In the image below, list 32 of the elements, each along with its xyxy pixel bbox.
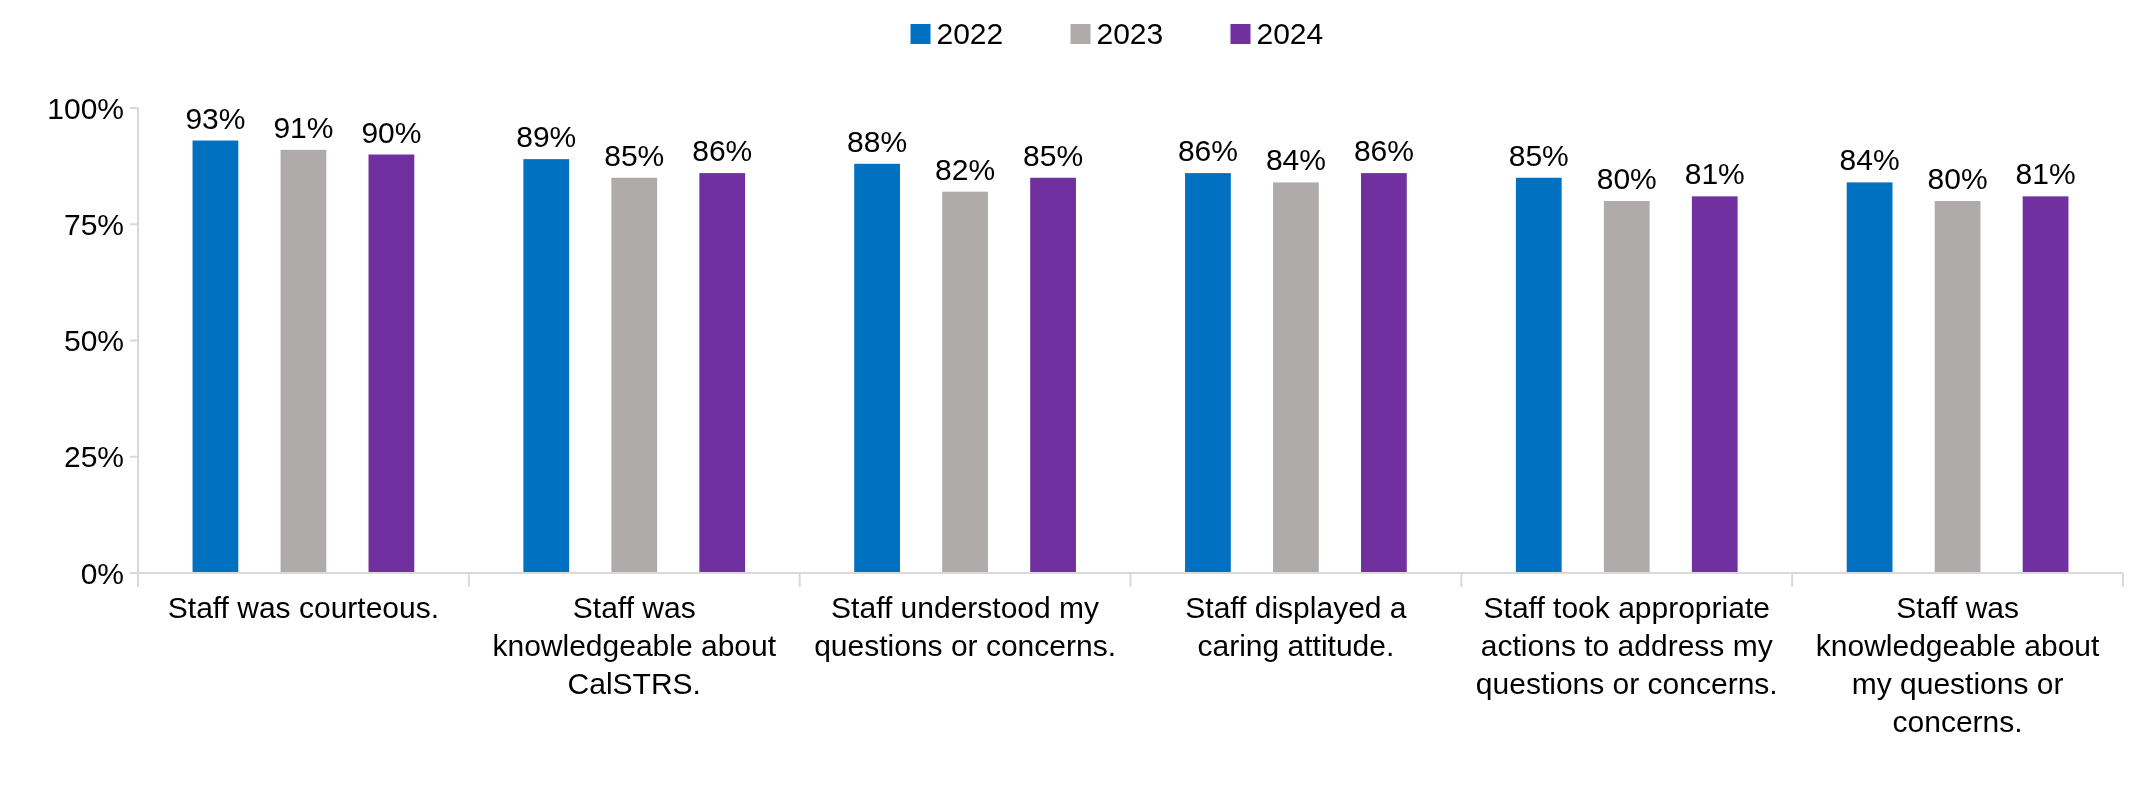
legend-label: 2023 [1096, 17, 1164, 50]
x-tick-label: Staff was knowledgeable about my questions or concerns. [1815, 591, 2101, 738]
y-tick-label: 25% [63, 440, 124, 474]
x-tick-label: Staff took appropriate actions to address my questions or concerns. [1475, 591, 1778, 700]
data-label: 84% [1839, 143, 1900, 177]
y-tick-label: 75% [63, 207, 124, 241]
x-tick-label: Staff understood my questions or concerns. [814, 591, 1117, 662]
data-label: 80% [1596, 162, 1657, 195]
data-label: 80% [1927, 162, 1988, 195]
data-label: 82% [935, 152, 996, 186]
legend-label: 2024 [1256, 17, 1324, 50]
x-tick-label: Staff was knowledgeable about CalSTRS. [492, 591, 777, 700]
data-label: 89% [516, 120, 577, 154]
data-label: 86% [1353, 134, 1414, 168]
y-tick-label: 50% [63, 324, 124, 357]
data-label: 86% [692, 134, 753, 168]
legend-label: 2022 [936, 17, 1004, 50]
y-tick-label: 0% [80, 556, 124, 590]
data-label: 91% [273, 110, 334, 144]
data-label: 84% [1265, 143, 1326, 177]
data-label: 85% [604, 138, 665, 172]
y-tick-label: 100% [47, 91, 124, 125]
data-label: 81% [2015, 157, 2076, 191]
data-label: 86% [1177, 134, 1238, 168]
data-label: 88% [847, 124, 908, 158]
data-label: 93% [185, 101, 246, 135]
data-label: 85% [1023, 138, 1084, 172]
data-label: 90% [361, 115, 422, 149]
data-label: 81% [1684, 157, 1745, 191]
x-tick-label: Staff displayed a caring attitude. [1185, 591, 1407, 662]
x-tick-label: Staff was courteous. [167, 591, 440, 624]
data-label: 85% [1508, 138, 1569, 172]
